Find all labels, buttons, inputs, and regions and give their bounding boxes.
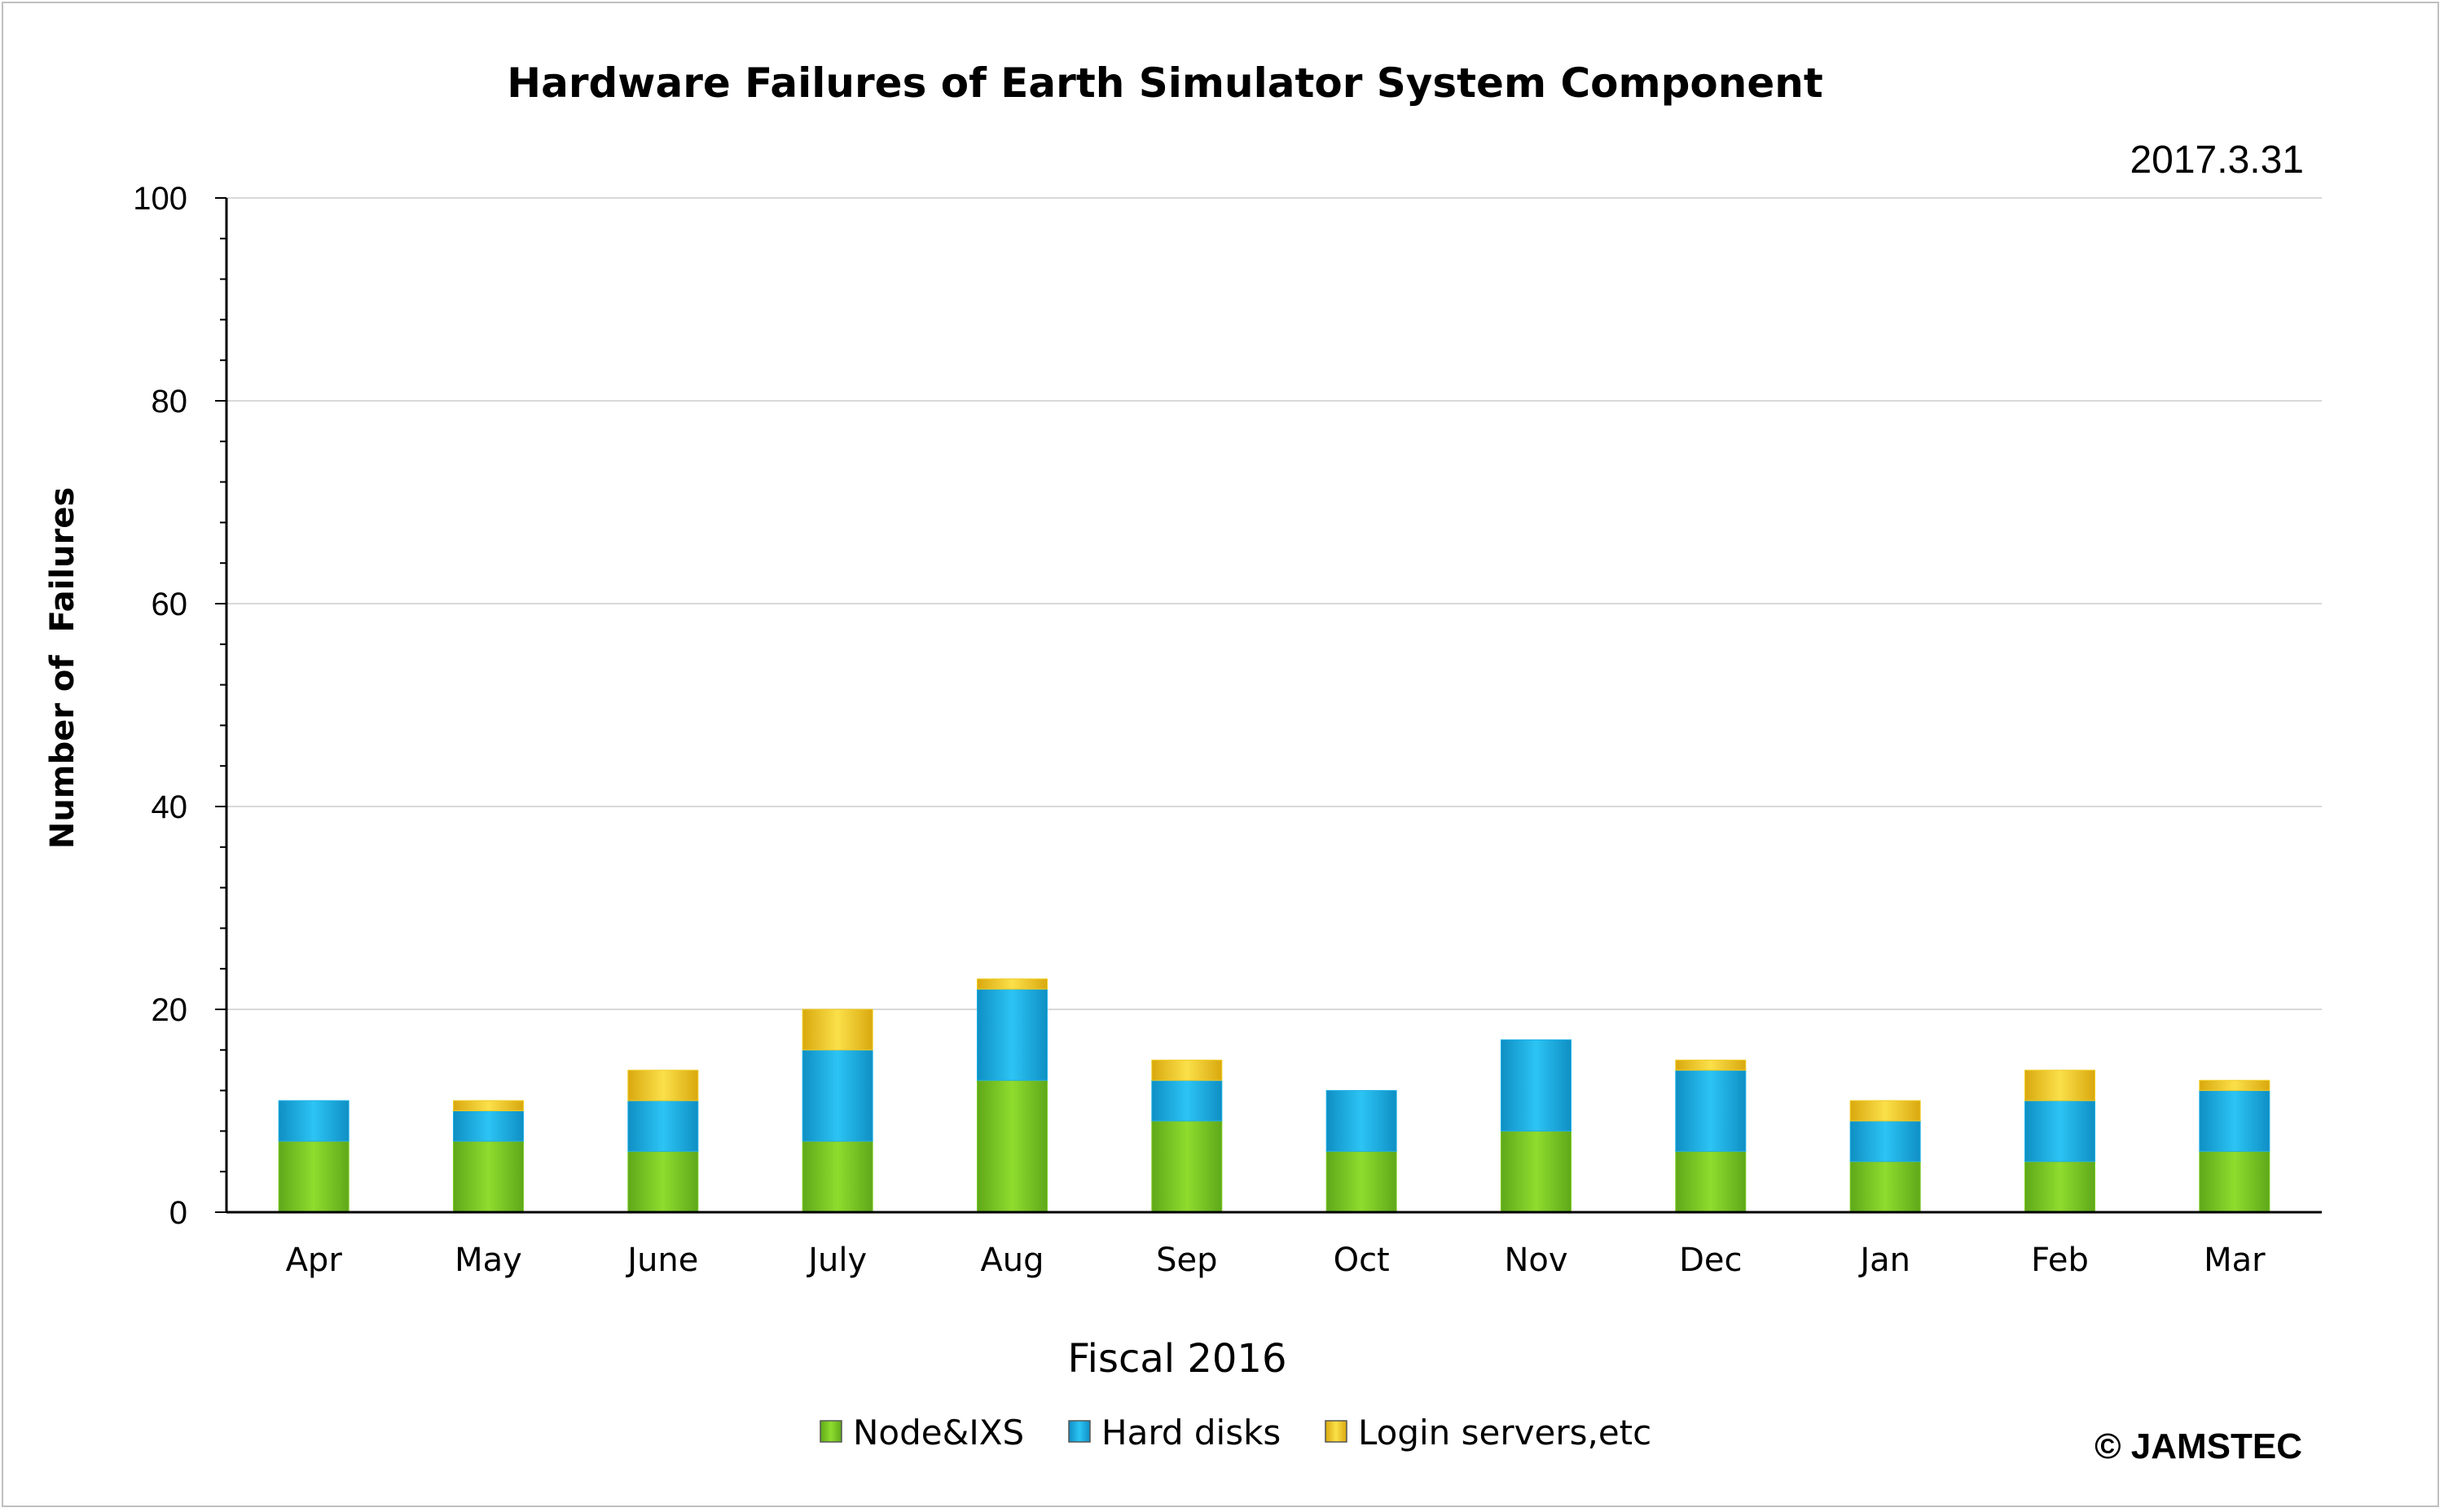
x-axis-label: Fiscal 2016 xyxy=(1067,1336,1286,1382)
x-tick-label: Dec xyxy=(1679,1242,1742,1279)
bar-segment xyxy=(453,1141,524,1213)
x-tick-label: Feb xyxy=(2031,1242,2089,1279)
bar-segment xyxy=(1675,1150,1747,1213)
legend-label: Node&IXS xyxy=(853,1413,1024,1453)
grid-lines xyxy=(226,197,2322,1010)
bar-segment xyxy=(278,1141,349,1213)
chart-title: Hardware Failures of Earth Simulator Sys… xyxy=(507,59,1823,107)
x-tick-label: Nov xyxy=(1504,1242,1567,1279)
bar-segment xyxy=(977,1079,1048,1213)
bar-segment xyxy=(627,1100,699,1152)
x-tick-label: Mar xyxy=(2204,1242,2266,1279)
bar-segment xyxy=(2199,1150,2270,1213)
legend: Node&IXS Hard disks Login servers,etc xyxy=(820,1413,1651,1453)
y-tick-label: 20 xyxy=(152,992,188,1028)
x-tick-label: Oct xyxy=(1334,1242,1390,1279)
bar-segment xyxy=(1675,1070,1747,1152)
bar-segment xyxy=(2024,1100,2095,1163)
y-tick-label: 100 xyxy=(133,181,187,217)
x-tick-label: Aug xyxy=(980,1242,1044,1279)
x-tick-label: June xyxy=(625,1242,698,1279)
x-axis: Apr May June July Aug Sep Oct Nov Dec Jan Feb Mar xyxy=(226,1211,2322,1279)
bar-segment xyxy=(802,1009,873,1051)
chart-date: 2017.3.31 xyxy=(2130,138,2304,182)
bar-segment xyxy=(1849,1161,1921,1213)
bar-segment xyxy=(2199,1090,2270,1152)
copyright-text: © JAMSTEC xyxy=(2095,1426,2302,1466)
y-tick-label: 0 xyxy=(169,1195,187,1231)
bar-segment xyxy=(1849,1100,1921,1122)
x-tick-label: May xyxy=(455,1242,522,1279)
bar-segment xyxy=(977,978,1048,990)
y-axis: 0 20 40 60 80 100 xyxy=(133,181,228,1231)
bars xyxy=(278,978,2270,1213)
legend-swatch xyxy=(1325,1420,1347,1443)
legend-swatch xyxy=(1068,1420,1091,1443)
x-tick-label: Jan xyxy=(1857,1242,1910,1279)
legend-swatch xyxy=(820,1420,842,1443)
bar-segment xyxy=(1501,1039,1571,1132)
y-axis-label: Number of Failures xyxy=(44,487,81,849)
bar-segment xyxy=(1151,1079,1223,1122)
bar-segment xyxy=(1151,1059,1223,1081)
bar-segment xyxy=(1675,1059,1747,1071)
y-tick-label: 40 xyxy=(152,789,188,825)
bar-segment xyxy=(802,1049,873,1142)
bar-segment xyxy=(627,1070,699,1101)
bar-segment xyxy=(1151,1120,1223,1213)
bar-segment xyxy=(977,988,1048,1081)
bar-segment xyxy=(2199,1079,2270,1092)
y-tick-label: 60 xyxy=(152,587,188,622)
bar-segment xyxy=(1325,1090,1397,1152)
bar-segment xyxy=(627,1150,699,1213)
bar-segment xyxy=(453,1100,524,1112)
bar-segment xyxy=(1325,1150,1397,1213)
y-tick-label: 80 xyxy=(152,384,188,420)
bar-segment xyxy=(1849,1120,1921,1163)
x-tick-label: July xyxy=(806,1242,867,1279)
x-tick-label: Sep xyxy=(1156,1242,1217,1279)
bar-segment xyxy=(2024,1161,2095,1213)
bar-segment xyxy=(2024,1070,2095,1101)
legend-label: Login servers,etc xyxy=(1358,1413,1651,1453)
x-tick-label: Apr xyxy=(286,1242,343,1279)
bar-segment xyxy=(802,1141,873,1213)
legend-label: Hard disks xyxy=(1101,1413,1281,1453)
bar-segment xyxy=(453,1110,524,1142)
bar-segment xyxy=(1501,1130,1571,1213)
bar-segment xyxy=(278,1100,349,1142)
